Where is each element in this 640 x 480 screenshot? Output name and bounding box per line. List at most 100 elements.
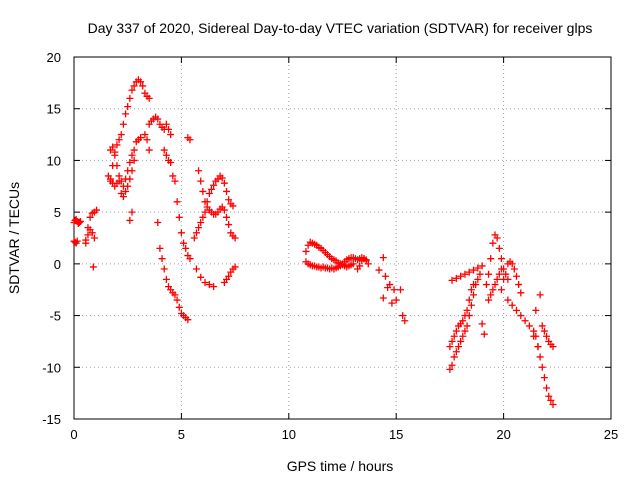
- data-point: [160, 146, 168, 154]
- data-point: [167, 158, 175, 166]
- data-point: [162, 151, 170, 159]
- data-point: [547, 396, 555, 404]
- data-point: [454, 343, 462, 351]
- axis-ticks: [73, 56, 612, 420]
- data-point: [515, 281, 523, 289]
- data-point: [197, 273, 205, 281]
- data-point: [124, 103, 132, 111]
- data-point: [543, 332, 551, 340]
- data-point: [500, 275, 508, 283]
- y-tick-label: 15: [47, 102, 61, 117]
- data-point: [225, 196, 233, 204]
- data-point: [521, 317, 529, 325]
- data-point: [543, 384, 551, 392]
- data-point: [470, 281, 478, 289]
- data-point: [126, 158, 134, 166]
- data-point: [231, 234, 239, 242]
- data-point: [532, 306, 540, 314]
- data-point: [457, 337, 465, 345]
- data-point: [93, 206, 101, 214]
- data-point: [76, 217, 84, 225]
- data-point: [73, 237, 81, 245]
- data-point: [207, 185, 215, 193]
- data-point: [459, 317, 467, 325]
- y-tick-labels: -15 -10 -5 0 5 10 15 20: [42, 50, 61, 427]
- data-point: [173, 198, 181, 206]
- data-point: [450, 353, 458, 361]
- data-point: [487, 255, 495, 263]
- data-point: [495, 270, 503, 278]
- data-point: [474, 275, 482, 283]
- data-point: [384, 284, 392, 292]
- data-point: [545, 392, 553, 400]
- data-point: [154, 115, 162, 123]
- data-point: [88, 229, 96, 237]
- y-tick-label: 0: [54, 257, 61, 272]
- y-tick-label: 10: [47, 153, 61, 168]
- data-point: [197, 177, 205, 185]
- data-point: [549, 401, 557, 409]
- data-point: [489, 239, 497, 247]
- data-point: [210, 283, 218, 291]
- data-point: [536, 353, 544, 361]
- data-point: [107, 175, 115, 183]
- data-point: [210, 181, 218, 189]
- data-point: [461, 312, 469, 320]
- data-point: [199, 213, 207, 221]
- data-point: [126, 94, 134, 102]
- y-tick-label: -5: [49, 309, 61, 324]
- data-point: [467, 286, 475, 294]
- data-point: [89, 263, 97, 271]
- data-point: [540, 374, 548, 382]
- data-point: [124, 182, 132, 190]
- data-point: [192, 265, 200, 273]
- chart-title: Day 337 of 2020, Sidereal Day-to-day VTE…: [88, 20, 593, 36]
- data-point: [381, 272, 389, 280]
- data-point: [491, 281, 499, 289]
- data-point: [375, 266, 383, 274]
- data-point: [461, 327, 469, 335]
- data-point: [199, 187, 207, 195]
- data-point: [495, 244, 503, 252]
- data-point: [173, 296, 181, 304]
- data-point: [220, 179, 228, 187]
- data-point: [356, 262, 364, 270]
- data-point: [465, 268, 473, 276]
- data-point: [192, 229, 200, 237]
- data-point: [388, 299, 396, 307]
- data-point: [448, 361, 456, 369]
- data-point: [530, 327, 538, 335]
- data-point: [452, 348, 460, 356]
- data-point: [485, 270, 493, 278]
- data-point: [122, 110, 130, 118]
- data-point: [162, 120, 170, 128]
- x-tick-label: 15: [389, 427, 403, 442]
- data-point: [538, 322, 546, 330]
- data-point: [186, 136, 194, 144]
- data-point: [195, 167, 203, 175]
- x-tick-label: 10: [282, 427, 296, 442]
- data-point: [502, 270, 510, 278]
- data-point: [478, 262, 486, 270]
- data-point: [175, 303, 183, 311]
- data-point: [549, 343, 557, 351]
- data-point: [446, 365, 454, 373]
- data-point: [508, 301, 516, 309]
- data-point: [448, 337, 456, 345]
- data-point: [536, 291, 544, 299]
- data-point: [171, 291, 179, 299]
- data-point: [229, 202, 237, 210]
- data-point: [489, 286, 497, 294]
- data-point: [162, 275, 170, 283]
- data-point: [109, 143, 117, 151]
- data-point: [457, 272, 465, 280]
- data-point: [399, 312, 407, 320]
- data-point: [390, 286, 398, 294]
- data-point: [113, 162, 121, 170]
- x-tick-labels: 0 5 10 15 20 25: [70, 427, 618, 442]
- data-point: [75, 218, 83, 226]
- data-point: [190, 234, 198, 242]
- data-point: [186, 255, 194, 263]
- x-tick-label: 25: [604, 427, 618, 442]
